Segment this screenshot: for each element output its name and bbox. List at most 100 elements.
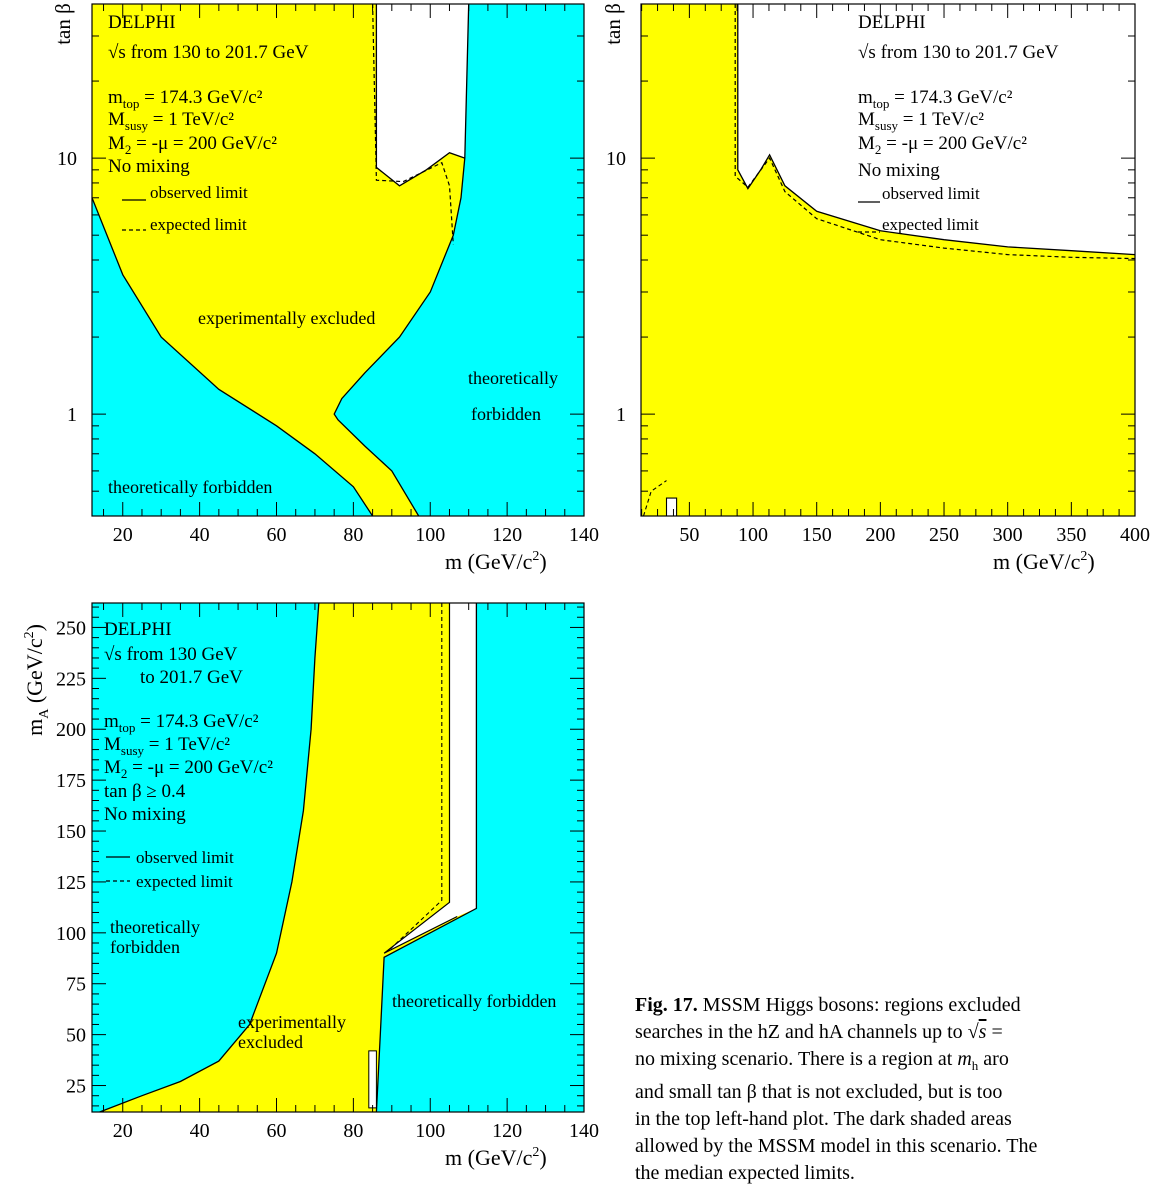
observed-legend-label: observed limit: [136, 848, 234, 867]
figure-caption: Fig. 17. MSSM Higgs bosons: regions excl…: [635, 992, 1158, 1187]
tanb-label: tan β ≥ 0.4: [104, 781, 186, 802]
expected-legend-label: expected limit: [136, 872, 233, 891]
x-tick-label: 140: [569, 524, 599, 546]
plot-frame: [91, 602, 585, 1113]
forbidden-region-right: [376, 603, 584, 1112]
msusy-label: Msusy = 1 TeV/c²: [104, 734, 230, 758]
m2-label: M2 = -μ = 200 GeV/c²: [858, 133, 1027, 157]
limit-curves: [91, 3, 470, 517]
expected-legend-label: expected limit: [882, 215, 979, 234]
x-tick-label: 100: [415, 1120, 445, 1142]
mh-symbol: mh: [957, 1048, 979, 1073]
excluded-label-2: excluded: [238, 1032, 303, 1052]
mtop-label: mtop = 174.3 GeV/c²: [858, 87, 1013, 111]
y-tick-label: 225: [56, 668, 86, 690]
forbidden-left-label: theoretically forbidden: [108, 477, 272, 497]
caption-line-3: no mixing scenario. There is a region at…: [635, 1048, 1009, 1073]
y-tick-label: 10: [606, 148, 626, 170]
forbidden-right-boundary: [375, 603, 478, 1113]
m2-label: M2 = -μ = 200 GeV/c²: [104, 757, 273, 781]
forbidden-left-label-1: theoretically: [110, 917, 200, 937]
x-tick-label: 20: [113, 524, 133, 546]
y-axis-label: tan β: [601, 3, 625, 45]
x-tick-label: 60: [267, 524, 287, 546]
y-tick-label: 75: [66, 974, 86, 996]
x-tick-label: 120: [492, 524, 522, 546]
regions: [641, 4, 1135, 517]
tick-labels: 50 100 150 200 250 300 350 400 1 10: [606, 148, 1150, 546]
y-tick-label: 150: [56, 821, 86, 843]
observed-limit-curve: [737, 4, 1136, 256]
forbidden-right-label: theoretically forbidden: [392, 991, 556, 1011]
small-allowed-region: [368, 1050, 377, 1109]
experiment-label: DELPHI: [104, 619, 172, 640]
y-tick-label: 25: [66, 1076, 86, 1098]
forbidden-right-boundary: [333, 3, 470, 517]
x-axis-label: m (GeV/c2): [445, 549, 547, 574]
legend: DELPHI √s from 130 to 201.7 GeV mtop = 1…: [108, 12, 558, 497]
forbidden-right-label-2: forbidden: [471, 404, 541, 424]
panel-mA-vs-mh: 20 40 60 80 100 120 140 25 50 75 100 125 150 175 200 22…: [22, 602, 599, 1170]
sqrt-s-symbol: √s: [967, 1021, 987, 1043]
caption-line-5: in the top left-hand plot. The dark shad…: [635, 1108, 1012, 1130]
x-tick-label: 100: [738, 524, 768, 546]
limit-curves: [99, 602, 478, 1113]
expected-limit-curve: [734, 4, 1136, 260]
small-allowed-region: [665, 497, 678, 517]
experiment-label: DELPHI: [108, 12, 176, 33]
x-tick-label: 80: [343, 524, 363, 546]
forbidden-region-left: [92, 197, 373, 517]
mixing-label: No mixing: [104, 804, 186, 825]
energy-label-2: to 201.7 GeV: [140, 667, 243, 688]
y-axis-label: mA (GeV/c2): [22, 624, 52, 736]
y-tick-label: 10: [57, 148, 77, 170]
x-tick-label: 300: [993, 524, 1023, 546]
experiment-label: DELPHI: [858, 12, 926, 33]
x-tick-label: 100: [415, 524, 445, 546]
x-axis-label: m (GeV/c2): [445, 1145, 547, 1170]
caption-fig-number: Fig. 17.: [635, 994, 698, 1016]
x-tick-label: 350: [1056, 524, 1086, 546]
panel-tan-beta-vs-mh: 20 40 60 80 100 120 140 1 10 DELPHI √s from 130 …: [51, 3, 599, 574]
mixing-label: No mixing: [108, 156, 190, 177]
x-tick-label: 40: [190, 524, 210, 546]
y-tick-label: 100: [56, 923, 86, 945]
energy-label-1: √s from 130 GeV: [104, 644, 238, 665]
caption-line-6: allowed by the MSSM model in this scenar…: [635, 1135, 1038, 1157]
y-axis-label: tan β: [51, 3, 75, 45]
axis-ticks: [641, 3, 1136, 517]
forbidden-right-label-1: theoretically: [468, 368, 558, 388]
msusy-label: Msusy = 1 TeV/c²: [108, 109, 234, 133]
y-tick-label: 175: [56, 770, 86, 792]
forbidden-region-right: [334, 4, 584, 516]
x-tick-label: 400: [1120, 524, 1150, 546]
allowed-region: [376, 4, 469, 186]
energy-label: √s from 130 to 201.7 GeV: [108, 42, 309, 63]
expected-legend-label: expected limit: [150, 215, 247, 234]
expected-limit-curve: [372, 3, 454, 245]
forbidden-left-boundary: [99, 602, 320, 1113]
allowed-region: [737, 4, 1135, 255]
x-tick-label: 120: [492, 1120, 522, 1142]
x-tick-label: 250: [929, 524, 959, 546]
y-tick-label: 200: [56, 719, 86, 741]
x-tick-label: 60: [267, 1120, 287, 1142]
observed-legend-label: observed limit: [150, 183, 248, 202]
x-tick-label: 80: [343, 1120, 363, 1142]
energy-label: √s from 130 to 201.7 GeV: [858, 42, 1059, 63]
allowed-strip: [384, 603, 477, 954]
regions: [92, 4, 584, 517]
x-tick-label: 20: [113, 1120, 133, 1142]
tick-labels: 20 40 60 80 100 120 140 25 50 75 100 125 150 175 200 22…: [56, 617, 599, 1142]
excluded-region-label: experimentally excluded: [198, 308, 375, 328]
x-tick-label: 200: [865, 524, 895, 546]
x-axis-label: m (GeV/c2): [993, 549, 1095, 574]
y-tick-label: 1: [67, 404, 77, 426]
caption-line-1: Fig. 17. MSSM Higgs bosons: regions excl…: [635, 994, 1021, 1016]
x-tick-label: 50: [679, 524, 699, 546]
y-tick-label: 125: [56, 872, 86, 894]
caption-line-2: searches in the hZ and hA channels up to…: [635, 1021, 1003, 1043]
excluded-label-1: experimentally: [238, 1012, 346, 1032]
msusy-label: Msusy = 1 TeV/c²: [858, 109, 984, 133]
y-tick-label: 50: [66, 1025, 86, 1047]
